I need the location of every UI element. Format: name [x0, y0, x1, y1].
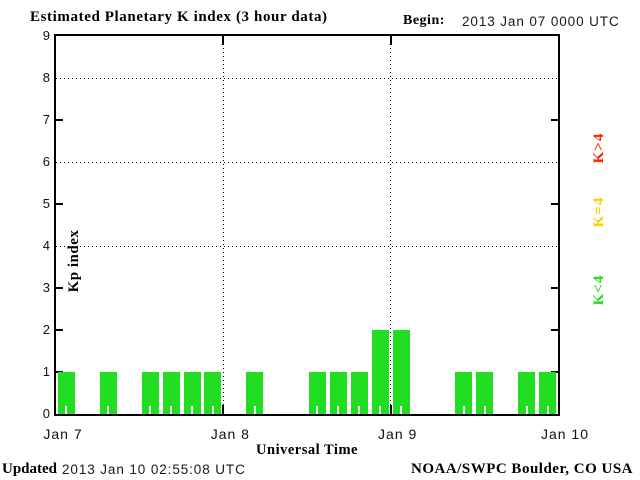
x-tick-minor-16: [400, 406, 403, 414]
x-tick-minor-15: [379, 406, 382, 414]
legend-k-lt-4: K<4: [591, 274, 607, 306]
y-axis-label-3: 3: [42, 280, 50, 295]
x-tick-top-day-2: [389, 36, 392, 45]
kp-bar-2: [99, 372, 117, 414]
kp-bar-9: [246, 372, 264, 414]
y-axis-label-7: 7: [42, 112, 50, 127]
y-axis-label-2: 2: [42, 322, 50, 337]
x-tick-bottom-day-2: [389, 405, 392, 414]
y-tick-right-5: [551, 203, 558, 205]
y-tick-right-2: [551, 329, 558, 331]
begin-label: Begin:: [403, 13, 445, 28]
x-axis-label-day-2: Jan 9: [378, 426, 418, 442]
x-tick-minor-19: [462, 406, 465, 414]
footer-source: NOAA/SWPC Boulder, CO USA: [411, 461, 633, 477]
kp-bar-12: [309, 372, 326, 414]
kp-bar-6: [183, 372, 201, 414]
kp-bar-13: [329, 372, 347, 414]
y-tick-right-3: [551, 287, 558, 289]
x-tick-minor-7: [211, 406, 214, 414]
kp-bar-22: [518, 372, 536, 414]
gridline-day-2: [390, 36, 392, 414]
kp-bar-20: [476, 372, 494, 414]
begin-value: 2013 Jan 07 0000 UTC: [462, 14, 620, 29]
x-tick-minor-2: [107, 406, 110, 414]
gridline-y-8: [56, 77, 558, 79]
kp-bar-7: [204, 372, 222, 414]
y-tick-right-7: [551, 119, 558, 121]
x-tick-minor-14: [358, 406, 361, 414]
y-axis-label-6: 6: [42, 154, 50, 169]
x-tick-minor-23: [546, 406, 549, 414]
kp-bar-16: [392, 330, 410, 414]
x-tick-top-day-1: [222, 36, 225, 45]
y-tick-left-2: [56, 329, 63, 331]
x-tick-minor-4: [149, 406, 152, 414]
footer-updated-value: 2013 Jan 10 02:55:08 UTC: [62, 462, 246, 477]
y-axis-label-1: 1: [42, 364, 50, 379]
y-axis-label-9: 9: [42, 28, 50, 43]
kp-bar-15: [371, 330, 389, 414]
x-tick-minor-13: [337, 406, 340, 414]
legend-k-eq-4: K=4: [591, 196, 607, 228]
gridline-y-4: [56, 245, 558, 247]
x-tick-minor-12: [316, 406, 319, 414]
x-axis-label-day-1: Jan 8: [210, 426, 250, 442]
kp-bar-5: [162, 372, 180, 414]
x-axis-label-day-3: Jan 10: [540, 426, 590, 442]
gridline-y-6: [56, 161, 558, 163]
y-axis-label-0: 0: [42, 406, 50, 421]
x-tick-minor-20: [483, 406, 486, 414]
y-axis-label-4: 4: [42, 238, 50, 253]
kp-bar-14: [350, 372, 368, 414]
x-tick-minor-6: [190, 406, 193, 414]
x-axis-title: Universal Time: [256, 442, 358, 458]
y-axis-label-5: 5: [42, 196, 50, 211]
y-axis-label-8: 8: [42, 70, 50, 85]
x-tick-minor-22: [525, 406, 528, 414]
x-tick-minor-9: [253, 406, 256, 414]
y-axis-title: Kp index: [66, 229, 82, 293]
kp-bar-19: [455, 372, 473, 414]
x-axis-label-day-0: Jan 7: [43, 426, 83, 442]
y-tick-left-5: [56, 203, 63, 205]
x-tick-minor-0: [65, 406, 68, 414]
y-tick-left-3: [56, 287, 63, 289]
footer-updated-label: Updated: [2, 461, 58, 477]
kp-bar-23: [539, 372, 557, 414]
kp-bar-4: [141, 372, 159, 414]
x-tick-bottom-day-1: [222, 405, 225, 414]
x-tick-minor-5: [170, 406, 173, 414]
y-tick-left-7: [56, 119, 63, 121]
gridline-day-1: [222, 36, 224, 414]
plot-area: Kp index Jan 7 Jan 8 Jan 9 Jan 10: [43, 34, 588, 442]
chart-title: Estimated Planetary K index (3 hour data…: [30, 9, 328, 25]
kp-bar-0: [58, 372, 75, 414]
